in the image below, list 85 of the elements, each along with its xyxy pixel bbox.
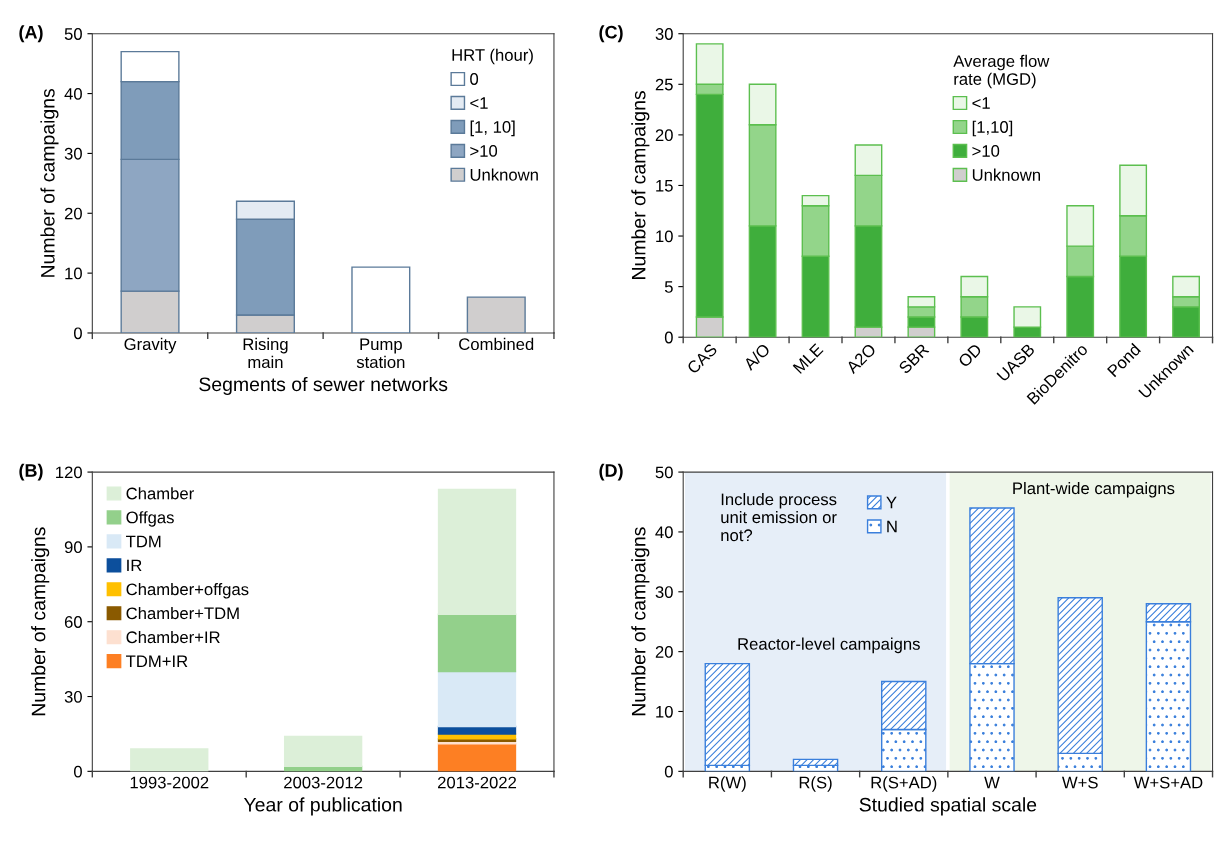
- legend-label: Unknown: [972, 168, 1041, 181]
- bar: [283, 735, 363, 768]
- band-label: Plant-wide campaigns: [1013, 481, 1175, 498]
- legend-label: Unknown: [470, 168, 538, 181]
- x-tick-label: A/O: [742, 342, 771, 371]
- y-axis-title: Number of campaigns: [31, 527, 50, 716]
- legend-label: >10: [972, 145, 1000, 157]
- y-tick-label: 20: [655, 129, 673, 142]
- x-tick-label: R(S+AD): [871, 776, 937, 792]
- bar: [437, 613, 517, 673]
- chart-title: (C): [599, 25, 623, 43]
- y-tick-label: 10: [65, 267, 82, 280]
- legend-label: Chamber+TDM: [126, 606, 239, 620]
- x-axis-title: Studied spatial scale: [859, 797, 1037, 816]
- x-axis-title: Year of publication: [243, 797, 402, 816]
- y-tick-label: 60: [64, 616, 82, 628]
- x-tick-label: Gravity: [124, 337, 177, 354]
- x-tick-label: W+S+AD: [1133, 776, 1203, 789]
- y-axis-title: Number of campaigns: [631, 527, 650, 716]
- x-tick-label: Rising main: [243, 337, 288, 369]
- legend-title: HRT (hour): [452, 48, 533, 65]
- y-tick-label: 30: [655, 586, 673, 598]
- legend-label: Chamber+IR: [126, 630, 220, 644]
- y-tick-label: 20: [655, 646, 673, 658]
- y-tick-label: 30: [64, 147, 82, 160]
- x-tick-label: 1993-2002: [130, 776, 209, 789]
- legend-label: <1: [470, 97, 488, 109]
- bar: [792, 758, 839, 767]
- legend-label: Chamber+offgas: [126, 583, 249, 599]
- y-tick-label: 15: [656, 180, 673, 192]
- bar: [437, 488, 517, 615]
- y-axis-title: Number of campaigns: [40, 88, 59, 277]
- legend-label: [1, 10]: [470, 120, 515, 137]
- chart-title: (D): [599, 463, 623, 481]
- x-tick-label: 2003-2012: [284, 776, 363, 789]
- legend-label: Offgas: [126, 511, 174, 527]
- y-tick-label: 40: [655, 526, 673, 539]
- x-tick-label: Combined: [459, 337, 534, 351]
- legend-label: [1,10]: [972, 120, 1013, 137]
- x-tick-label: W: [984, 776, 1000, 789]
- legend-label: 0: [470, 73, 479, 85]
- y-tick-label: 10: [656, 705, 673, 718]
- y-tick-label: 20: [64, 207, 82, 220]
- y-tick-label: 0: [664, 331, 673, 344]
- bar: [130, 748, 209, 772]
- y-tick-label: 0: [73, 327, 82, 340]
- bar: [704, 662, 751, 767]
- bar: [466, 296, 526, 333]
- x-tick-label: W+S: [1061, 776, 1098, 789]
- x-tick-label: Pump station: [356, 338, 405, 369]
- y-tick-label: 0: [73, 765, 82, 778]
- y-tick-label: 50: [64, 28, 82, 40]
- y-tick-label: 50: [655, 466, 673, 479]
- legend-label: IR: [127, 559, 142, 572]
- x-tick-label: OD: [957, 342, 983, 368]
- legend-title: Average flow rate (MGD): [953, 54, 1050, 89]
- y-tick-label: 30: [655, 28, 673, 40]
- y-tick-label: 40: [64, 87, 82, 100]
- y-tick-label: 25: [655, 78, 673, 91]
- x-tick-label: 2013-2022: [438, 776, 517, 789]
- x-tick-label: R(W): [709, 776, 746, 792]
- y-tick-label: 120: [56, 466, 82, 479]
- bar: [437, 725, 517, 735]
- legend-label: TDM+IR: [126, 655, 188, 667]
- band-label: Reactor-level campaigns: [738, 637, 920, 654]
- legend-label: TDM: [126, 535, 161, 548]
- x-tick-label: R(S): [799, 776, 832, 792]
- y-tick-label: 0: [664, 765, 673, 778]
- bar: [437, 670, 517, 728]
- x-axis-title: Segments of sewer networks: [199, 376, 448, 396]
- legend-label: <1: [972, 97, 990, 109]
- legend-label: Y: [886, 496, 897, 509]
- legend-title: Include process unit emission or not?: [721, 493, 837, 542]
- legend-label: N: [887, 520, 897, 533]
- chart-title: (B): [19, 463, 43, 481]
- legend-label: Chamber: [126, 487, 194, 500]
- y-tick-label: 90: [64, 541, 82, 554]
- bar: [437, 743, 517, 772]
- legend-label: >10: [470, 144, 498, 157]
- chart-title: (A): [19, 25, 43, 43]
- y-tick-label: 5: [664, 281, 673, 293]
- y-axis-title: Number of campaigns: [631, 91, 650, 279]
- y-tick-label: 30: [64, 690, 82, 703]
- bar: [351, 266, 411, 333]
- y-tick-label: 10: [656, 230, 673, 243]
